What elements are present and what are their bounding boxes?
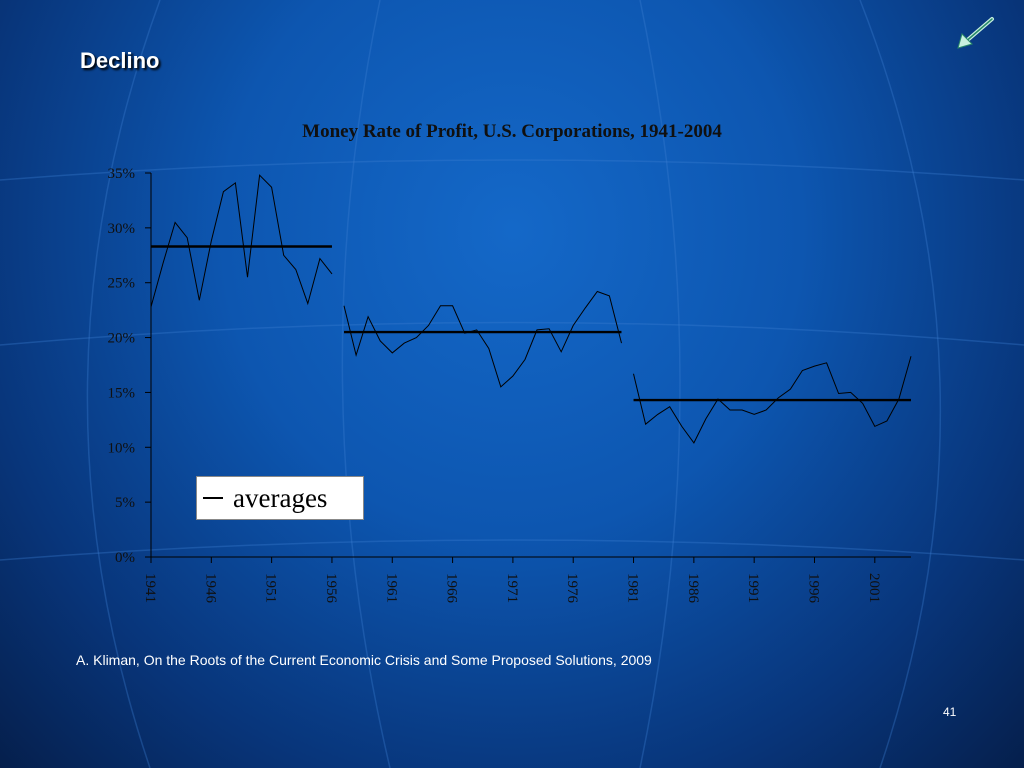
y-tick-label: 0% [115,550,135,566]
y-tick-label: 10% [108,440,136,456]
x-tick-label: 1951 [263,573,279,603]
legend-label: averages [233,482,328,513]
back-arrow-icon[interactable] [952,14,998,52]
x-tick-label: 1976 [564,573,580,604]
x-tick-label: 1966 [444,573,460,604]
x-tick-label: 1981 [625,573,641,603]
x-tick-label: 1941 [142,573,158,603]
x-tick-label: 1961 [383,573,399,603]
average-lines [151,245,911,402]
x-tick-label: 1991 [745,573,761,603]
legend-swatch [203,497,223,499]
source-citation: A. Kliman, On the Roots of the Current E… [76,652,652,668]
x-tick-label: 1986 [685,573,701,604]
y-tick-label: 25% [108,276,136,292]
chart-title: Money Rate of Profit, U.S. Corporations,… [302,121,722,142]
series-lines [150,174,912,444]
x-tick-label: 1956 [323,573,339,604]
y-tick-label: 30% [108,221,136,237]
y-tick-label: 15% [108,385,136,401]
slide-title: Declino [80,48,160,73]
x-tick-label: 1971 [504,573,520,603]
y-tick-label: 5% [115,495,135,511]
y-tick-label: 35% [108,166,136,182]
series-line-1 [150,174,333,308]
y-axis: 0% 5% 10% 15% 20% 25% 30% 35% [108,166,152,566]
series-line-2 [343,290,622,388]
x-tick-label: 1946 [202,573,218,604]
page-number: 41 [943,705,957,719]
x-tick-label: 1996 [805,573,821,604]
y-tick-label: 20% [108,331,136,347]
x-axis: 1941 1946 1951 1956 1961 1966 1971 1976 1981 1986… [142,556,911,604]
x-tick-label: 2001 [866,573,882,603]
series-line-3 [633,356,912,444]
legend: averages [196,476,364,520]
